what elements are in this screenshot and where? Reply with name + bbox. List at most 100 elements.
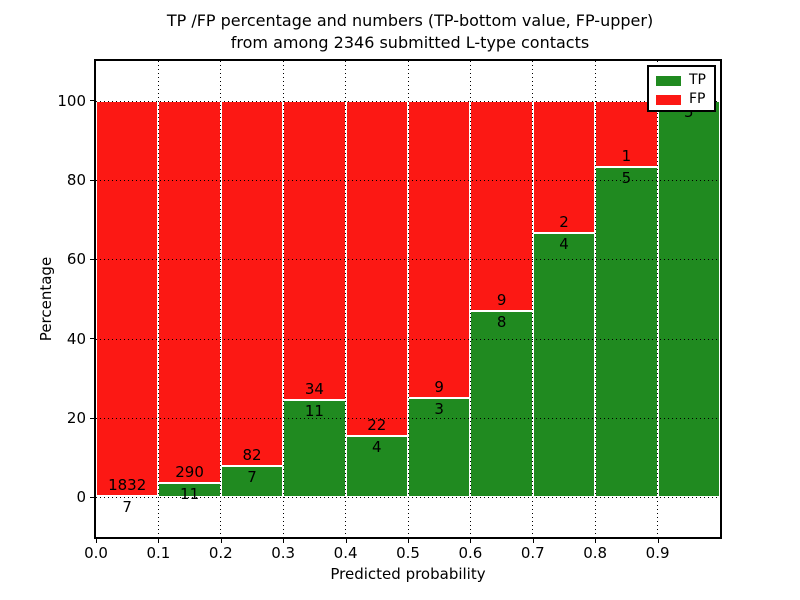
fp-segment bbox=[158, 100, 221, 483]
fp-count-label: 34 bbox=[304, 380, 324, 399]
v-gridline bbox=[532, 61, 534, 537]
x-tick bbox=[283, 539, 285, 543]
y-tick-label: 80 bbox=[66, 171, 86, 189]
x-tick-label: 0.4 bbox=[333, 544, 358, 562]
fp-count-label: 9 bbox=[496, 290, 507, 309]
y-tick-label: 40 bbox=[66, 329, 86, 348]
tp-segment bbox=[158, 482, 221, 498]
tp-segment bbox=[220, 466, 284, 498]
stacked-bar bbox=[96, 100, 159, 498]
tp-count-label: 5 bbox=[621, 168, 632, 187]
x-tick bbox=[345, 539, 347, 543]
y-tick-label: 60 bbox=[66, 250, 86, 269]
x-tick bbox=[595, 539, 597, 543]
plot-area: 183272901182734112249398241505 bbox=[94, 59, 722, 539]
v-gridline bbox=[282, 61, 284, 537]
stacked-bar bbox=[345, 100, 408, 498]
x-tick-label: 0.7 bbox=[520, 544, 545, 562]
fp-count-label: 2 bbox=[559, 212, 569, 231]
chart-title-line2: from among 2346 submitted L-type contact… bbox=[230, 33, 590, 52]
legend-label-tp: TP bbox=[689, 72, 706, 88]
tp-segment bbox=[408, 398, 471, 498]
v-gridline bbox=[407, 61, 409, 537]
v-gridline bbox=[345, 61, 347, 537]
tp-count-label: 11 bbox=[304, 402, 324, 421]
tp-segment bbox=[470, 310, 533, 498]
fp-count-label: 1 bbox=[621, 146, 632, 165]
v-gridline bbox=[657, 61, 659, 537]
x-tick bbox=[96, 539, 97, 543]
y-tick bbox=[90, 338, 94, 340]
fp-segment bbox=[532, 100, 596, 233]
x-tick-label: 0.5 bbox=[396, 544, 420, 562]
stacked-bar bbox=[532, 100, 596, 498]
v-gridline bbox=[594, 61, 596, 537]
x-tick bbox=[408, 539, 409, 543]
tp-segment bbox=[345, 436, 408, 498]
legend-item-tp: TP bbox=[656, 73, 714, 88]
x-axis-label: Predicted probability bbox=[330, 565, 486, 583]
tp-count-label: 4 bbox=[559, 234, 569, 253]
y-tick-label: 20 bbox=[66, 409, 86, 427]
fp-segment bbox=[408, 100, 471, 399]
tp-count-label: 7 bbox=[247, 468, 257, 487]
fp-segment bbox=[595, 100, 658, 167]
legend-item-fp: FP bbox=[656, 92, 714, 107]
fp-count-label: 1832 bbox=[108, 475, 147, 494]
x-tick bbox=[470, 539, 472, 543]
bar-labels-layer: 183272901182734112249398241505 bbox=[96, 61, 720, 537]
x-tick bbox=[220, 539, 222, 543]
legend: TP FP bbox=[647, 65, 716, 112]
fp-segment bbox=[220, 100, 284, 467]
x-tick bbox=[158, 539, 160, 543]
x-tick bbox=[657, 539, 659, 543]
x-tick-label: 0.9 bbox=[645, 544, 670, 562]
tp-segment bbox=[283, 400, 346, 498]
tp-swatch-icon bbox=[656, 75, 681, 86]
tp-segment bbox=[532, 232, 596, 498]
fp-count-label: 9 bbox=[434, 378, 444, 397]
y-tick-label: 100 bbox=[57, 91, 86, 110]
y-tick-label: 0 bbox=[76, 488, 86, 507]
tp-count-label: 7 bbox=[122, 497, 132, 516]
fp-segment bbox=[96, 100, 159, 496]
x-tick-label: 0.3 bbox=[271, 544, 296, 562]
y-tick bbox=[90, 100, 94, 102]
tp-segment bbox=[96, 495, 159, 498]
v-gridline bbox=[157, 61, 159, 537]
x-tick bbox=[532, 539, 534, 543]
tp-count-label: 8 bbox=[496, 312, 507, 331]
chart-title: TP /FP percentage and numbers (TP-bottom… bbox=[96, 10, 724, 54]
stacked-bar bbox=[408, 100, 471, 498]
tp-count-label: 3 bbox=[434, 400, 444, 419]
x-tick-label: 0.1 bbox=[146, 544, 171, 562]
v-gridline bbox=[220, 61, 222, 537]
stacked-bar bbox=[595, 100, 658, 498]
y-tick bbox=[90, 496, 94, 498]
tp-count-label: 11 bbox=[180, 484, 200, 503]
y-tick bbox=[90, 258, 94, 260]
v-gridline bbox=[469, 61, 471, 537]
stacked-bar bbox=[283, 100, 346, 498]
y-tick bbox=[90, 179, 94, 181]
fp-swatch-icon bbox=[656, 94, 681, 105]
fp-segment bbox=[345, 100, 408, 437]
x-tick-label: 0.6 bbox=[458, 544, 483, 562]
stacked-bar bbox=[158, 100, 221, 498]
stacked-bar bbox=[657, 100, 720, 498]
x-tick-label: 0.2 bbox=[208, 544, 233, 562]
stacked-bar bbox=[220, 100, 284, 498]
x-tick-label: 0.8 bbox=[583, 544, 608, 562]
chart-title-line1: TP /FP percentage and numbers (TP-bottom… bbox=[166, 11, 654, 30]
tp-count-label: 4 bbox=[372, 438, 382, 457]
stacked-bar bbox=[470, 100, 533, 498]
fp-count-label: 82 bbox=[242, 446, 262, 465]
fp-segment bbox=[283, 100, 346, 401]
fp-segment bbox=[470, 100, 533, 311]
fp-count-label: 22 bbox=[367, 416, 387, 435]
grid-layer bbox=[96, 61, 720, 537]
bars-layer bbox=[96, 61, 720, 537]
y-tick bbox=[90, 417, 94, 419]
fp-count-label: 290 bbox=[175, 462, 204, 481]
